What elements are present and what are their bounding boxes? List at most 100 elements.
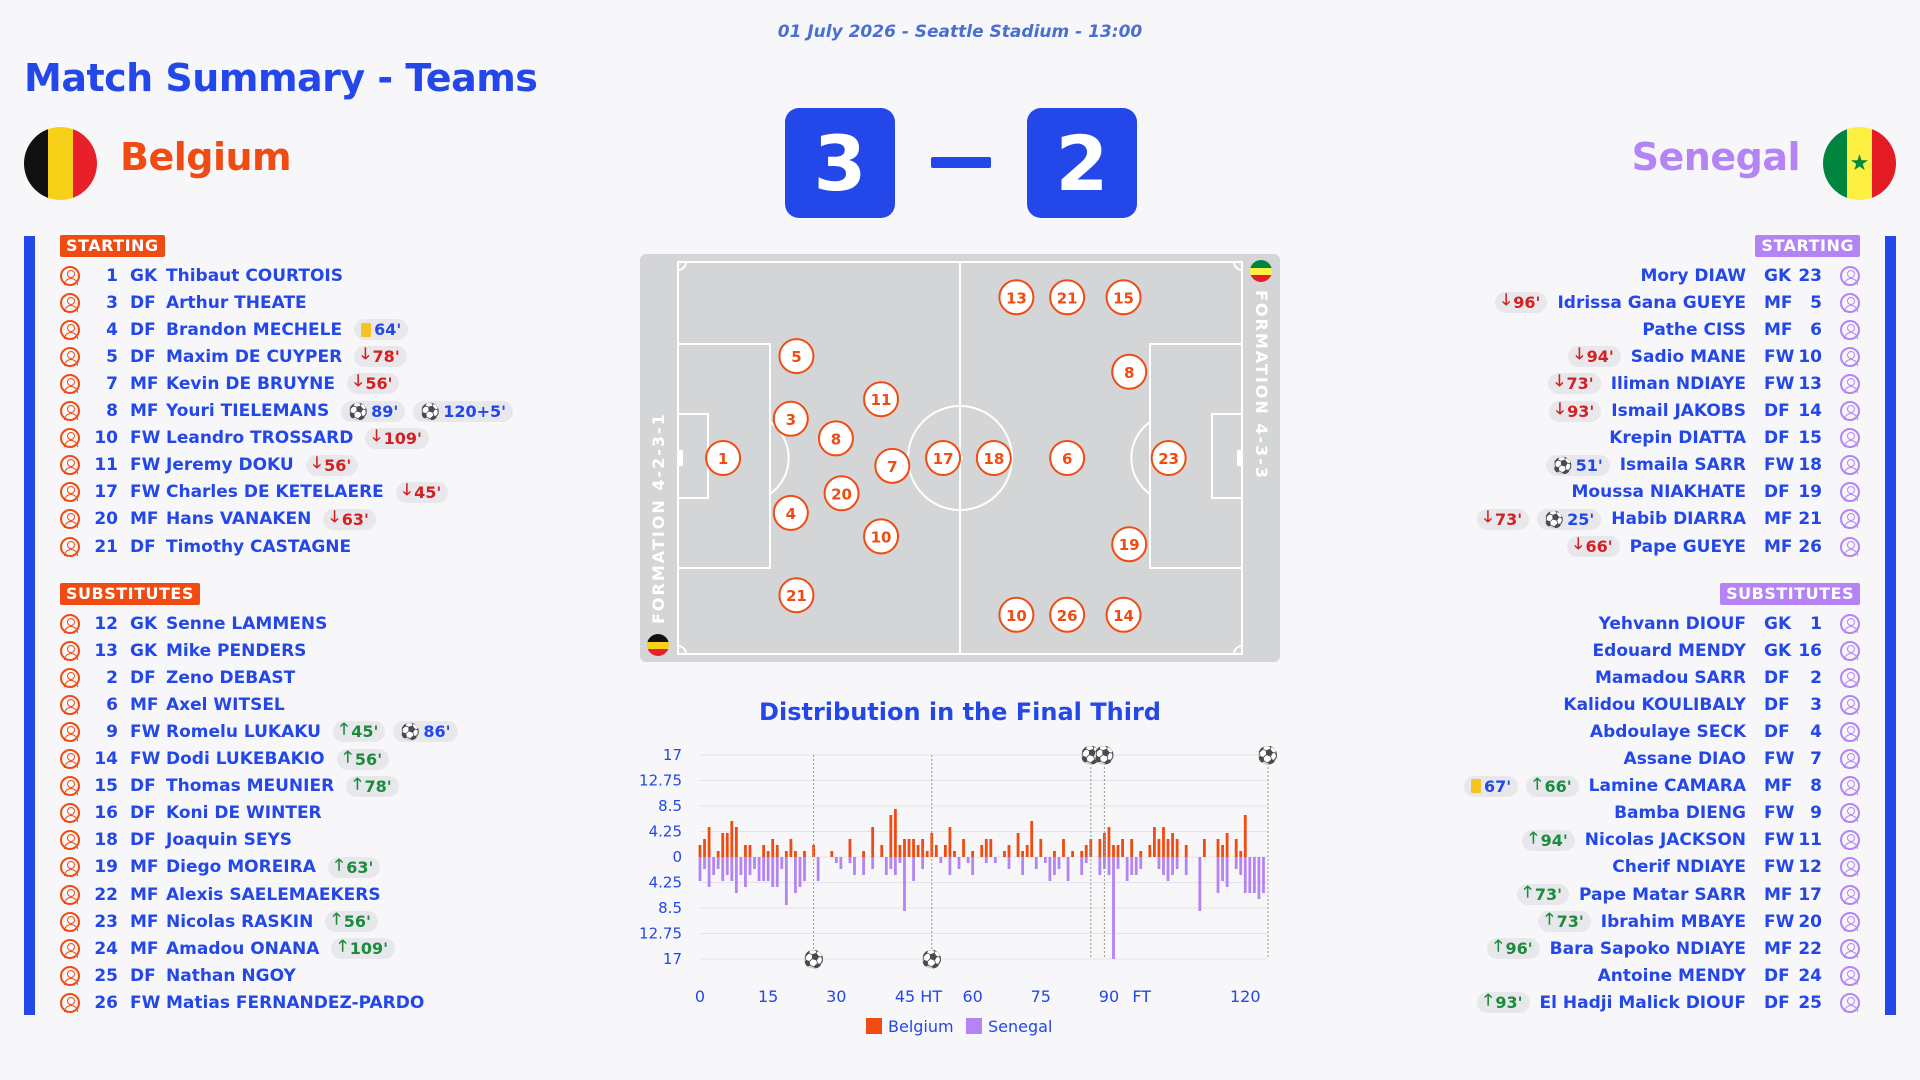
- player-row[interactable]: 🡑 93' El Hadji Malick DIOUF DF 25: [1473, 989, 1860, 1016]
- player-row[interactable]: Mory DIAW GK 23: [1634, 262, 1860, 289]
- pitch-player-marker[interactable]: 19: [1111, 526, 1148, 563]
- player-avatar-icon: [1840, 640, 1860, 661]
- player-row[interactable]: 16 DF Koni DE WINTER: [60, 800, 330, 827]
- player-row[interactable]: 🡓 96' Idrissa Gana GUEYE MF 5: [1491, 289, 1860, 316]
- player-row[interactable]: Cherif NDIAYE FW 12: [1606, 854, 1860, 881]
- player-number: 8: [106, 401, 118, 421]
- x-tick-label: 90: [1099, 987, 1119, 1006]
- player-row[interactable]: Assane DIAO FW 7: [1618, 746, 1860, 773]
- player-row[interactable]: 14 FW Dodi LUKEBAKIO 🡑 56': [60, 746, 393, 773]
- player-row[interactable]: 8 MF Youri TIELEMANS ⚽ 89' ⚽ 120+5': [60, 398, 517, 425]
- player-row[interactable]: Mamadou SARR DF 2: [1589, 664, 1860, 691]
- ball-icon: ⚽: [348, 401, 369, 421]
- player-row[interactable]: 6 MF Axel WITSEL: [60, 691, 293, 718]
- player-row[interactable]: 🡑 94' Nicolas JACKSON FW 11: [1518, 827, 1860, 854]
- bar: [725, 857, 729, 875]
- player-row[interactable]: 22 MF Alexis SAELEMAEKERS: [60, 881, 389, 908]
- pitch-player-marker[interactable]: 3: [772, 400, 809, 437]
- player-row[interactable]: 24 MF Amadou ONANA 🡑 109': [60, 935, 399, 962]
- pitch-player-marker[interactable]: 10: [863, 518, 900, 555]
- pitch-player-marker[interactable]: 1: [705, 440, 742, 476]
- senegal-flag-icon: ★: [1823, 127, 1896, 200]
- home-starting-label: STARTING: [60, 235, 165, 257]
- event-minute: 94': [1540, 830, 1568, 850]
- player-row[interactable]: Pathe CISS MF 6: [1636, 316, 1860, 343]
- player-row[interactable]: 18 DF Joaquin SEYS: [60, 827, 300, 854]
- player-row[interactable]: 20 MF Hans VANAKEN 🡓 63': [60, 506, 380, 533]
- pitch-player-marker[interactable]: 5: [778, 338, 815, 375]
- player-row[interactable]: 7 MF Kevin DE BRUYNE 🡓 56': [60, 370, 403, 397]
- player-row[interactable]: 🡓 94' Sadio MANE FW 10: [1564, 343, 1860, 370]
- player-row[interactable]: 25 DF Nathan NGOY: [60, 962, 304, 989]
- pitch-player-marker[interactable]: 8: [817, 420, 854, 457]
- player-row[interactable]: Moussa NIAKHATE DF 19: [1566, 479, 1860, 506]
- player-row[interactable]: 9 FW Romelu LUKAKU 🡑 45' ⚽ 86': [60, 718, 462, 745]
- player-row[interactable]: 17 FW Charles DE KETELAERE 🡓 45': [60, 479, 452, 506]
- pitch-player-marker[interactable]: 15: [1105, 279, 1142, 316]
- bar: [1153, 827, 1156, 857]
- pitch-player-marker[interactable]: 17: [925, 440, 962, 476]
- player-number: 12: [1798, 857, 1822, 878]
- pitch-player-marker[interactable]: 20: [823, 475, 860, 512]
- bar: [1043, 857, 1047, 863]
- player-avatar-icon: [60, 911, 80, 932]
- player-row[interactable]: ⚽ 51' Ismaila SARR FW 18: [1542, 452, 1860, 479]
- bar: [1003, 851, 1006, 857]
- pitch-player-marker[interactable]: 7: [874, 447, 911, 484]
- pitch-player-marker[interactable]: 26: [1049, 596, 1086, 633]
- player-number: 3: [106, 292, 118, 313]
- player-row[interactable]: Edouard MENDY GK 16: [1587, 637, 1860, 664]
- player-row[interactable]: Yehvann DIOUF GK 1: [1593, 610, 1860, 637]
- pitch-player-marker[interactable]: 21: [1049, 279, 1086, 316]
- player-row[interactable]: 4 DF Brandon MECHELE 64': [60, 316, 412, 343]
- player-row[interactable]: 26 FW Matias FERNANDEZ-PARDO: [60, 989, 432, 1016]
- player-row[interactable]: 19 MF Diego MOREIRA 🡑 63': [60, 854, 384, 881]
- player-row[interactable]: 11 FW Jeremy DOKU 🡓 56': [60, 452, 362, 479]
- player-row[interactable]: Bamba DIENG FW 9: [1608, 800, 1860, 827]
- pitch-player-marker[interactable]: 11: [863, 381, 900, 418]
- player-row[interactable]: 23 MF Nicolas RASKIN 🡑 56': [60, 908, 382, 935]
- player-row[interactable]: 🡓 73' ⚽ 25' Habib DIARRA MF 21: [1473, 506, 1860, 533]
- pitch-player-marker[interactable]: 4: [772, 494, 809, 531]
- player-row[interactable]: 21 DF Timothy CASTAGNE: [60, 533, 359, 560]
- pitch-player-marker[interactable]: 23: [1150, 440, 1187, 476]
- player-number: 24: [94, 938, 118, 959]
- pitch-player-marker[interactable]: 8: [1111, 353, 1148, 390]
- player-row[interactable]: 5 DF Maxim DE CUYPER 🡓 78': [60, 343, 411, 370]
- player-row[interactable]: 🡓 93' Ismail JAKOBS DF 14: [1545, 398, 1860, 425]
- player-row[interactable]: 10 FW Leandro TROSSARD 🡓 109': [60, 425, 433, 452]
- player-row[interactable]: Kalidou KOULIBALY DF 3: [1557, 691, 1860, 718]
- pitch-player-number: 20: [831, 485, 852, 503]
- pitch-player-marker[interactable]: 6: [1049, 440, 1086, 476]
- player-row[interactable]: 67' 🡑 66' Lamine CAMARA MF 8: [1460, 773, 1860, 800]
- yellow-card-event: 64': [354, 319, 409, 341]
- bar: [1039, 839, 1043, 857]
- yellow-card-event: 67': [1463, 775, 1519, 797]
- player-row[interactable]: 🡓 66' Pape GUEYE MF 26: [1563, 533, 1860, 560]
- player-row[interactable]: 1 GK Thibaut COURTOIS: [60, 262, 351, 289]
- pitch-player-marker[interactable]: 18: [975, 440, 1012, 476]
- pitch-player-marker[interactable]: 13: [998, 279, 1035, 316]
- player-avatar-icon: [60, 373, 80, 394]
- player-row[interactable]: 🡓 73' Iliman NDIAYE FW 13: [1544, 370, 1860, 397]
- player-number: 16: [94, 803, 118, 824]
- player-row[interactable]: Krepin DIATTA DF 15: [1603, 425, 1860, 452]
- player-row[interactable]: 🡑 73' Ibrahim MBAYE FW 20: [1534, 908, 1860, 935]
- pitch-player-marker[interactable]: 21: [778, 577, 815, 614]
- player-row[interactable]: 3 DF Arthur THEATE: [60, 289, 315, 316]
- player-name: Youri TIELEMANS: [166, 401, 330, 421]
- event-minute: 66': [1544, 776, 1572, 796]
- player-row[interactable]: Abdoulaye SECK DF 4: [1584, 718, 1860, 745]
- bar: [848, 839, 852, 857]
- bar: [993, 857, 997, 863]
- pitch-player-marker[interactable]: 14: [1105, 596, 1142, 633]
- pitch-player-marker[interactable]: 10: [998, 596, 1035, 633]
- player-row[interactable]: Antoine MENDY DF 24: [1592, 962, 1860, 989]
- player-row[interactable]: 🡑 73' Pape Matar SARR MF 17: [1513, 881, 1860, 908]
- player-row[interactable]: 2 DF Zeno DEBAST: [60, 664, 303, 691]
- event-minute: 109': [383, 428, 422, 448]
- player-row[interactable]: 12 GK Senne LAMMENS: [60, 610, 335, 637]
- player-row[interactable]: 13 GK Mike PENDERS: [60, 637, 314, 664]
- player-row[interactable]: 🡑 96' Bara Sapoko NDIAYE MF 22: [1483, 935, 1860, 962]
- player-row[interactable]: 15 DF Thomas MEUNIER 🡑 78': [60, 773, 403, 800]
